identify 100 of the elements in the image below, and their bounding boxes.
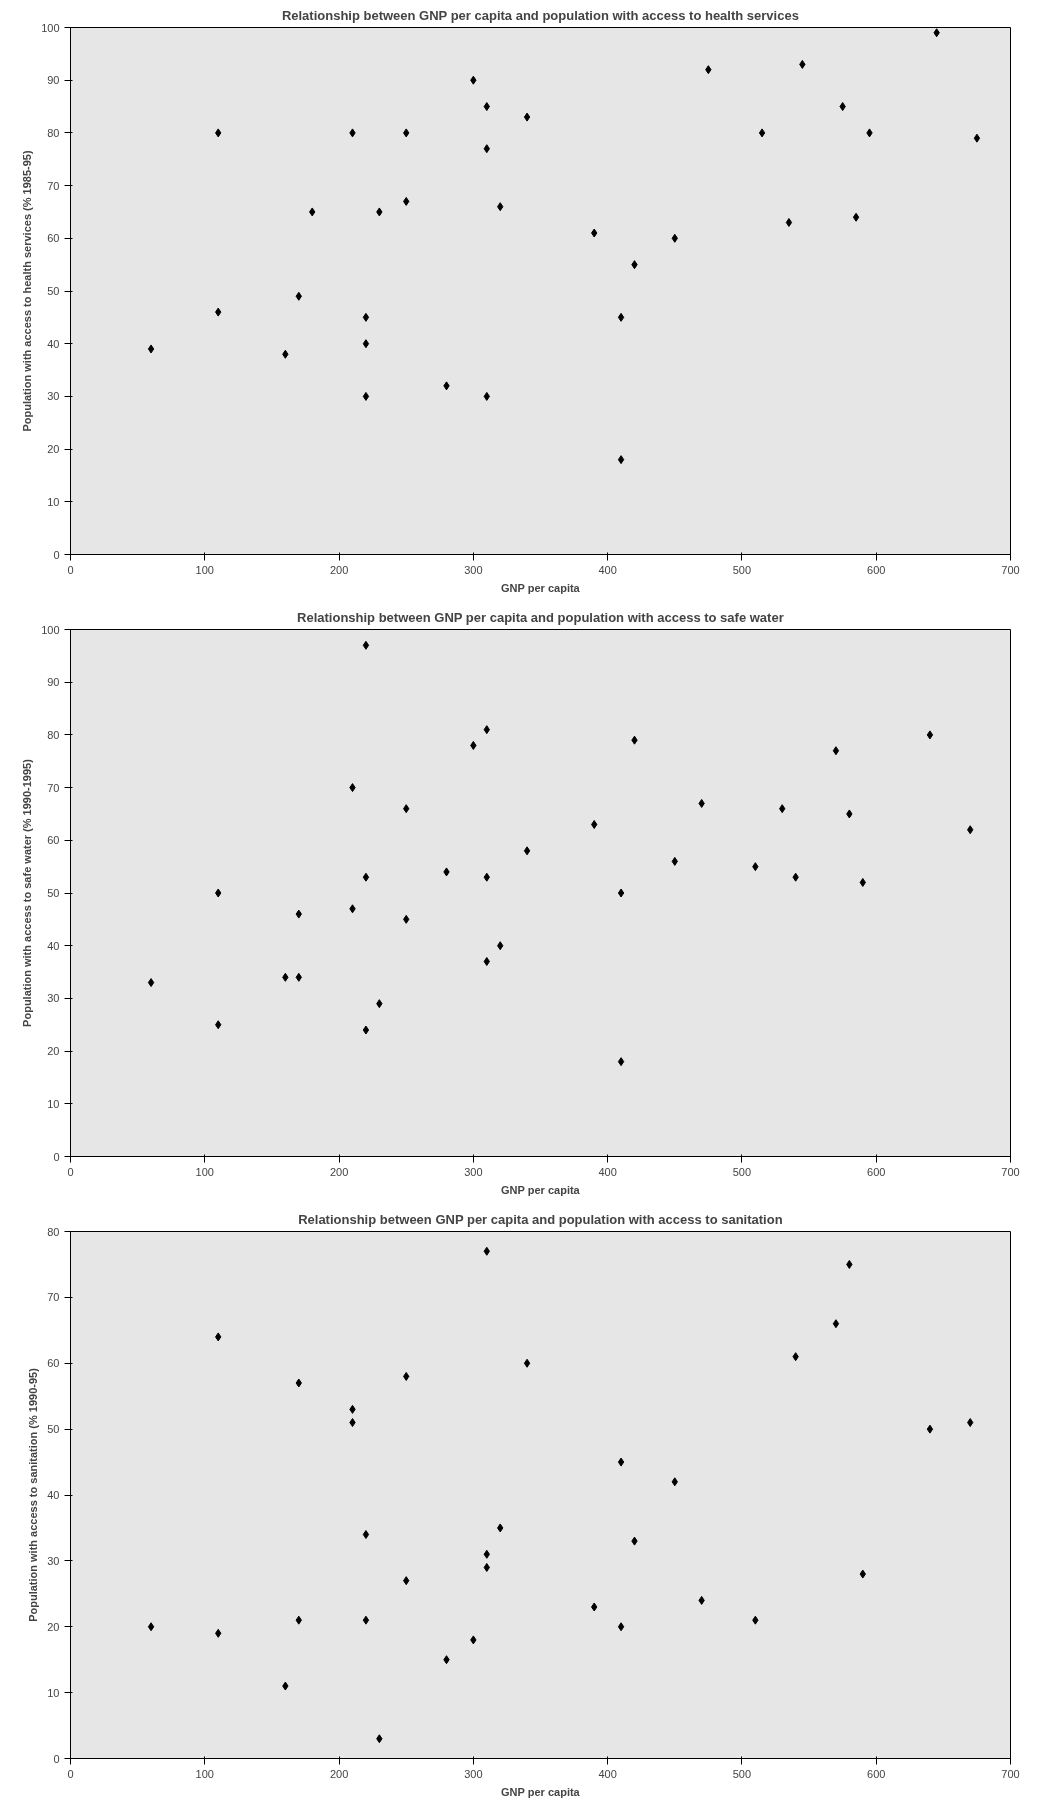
x-tick-label: 0 <box>67 1165 74 1178</box>
point <box>483 725 490 735</box>
y-tick-label: 100 <box>41 623 60 636</box>
point <box>362 1615 370 1625</box>
point <box>859 877 866 887</box>
point <box>671 856 678 866</box>
point <box>926 730 934 740</box>
y-tick-label: 80 <box>47 126 60 139</box>
point <box>779 804 786 814</box>
point <box>443 867 450 877</box>
x-tick-label: 200 <box>329 1165 349 1178</box>
point <box>758 128 766 138</box>
x-tick-label: 100 <box>195 1767 214 1780</box>
point <box>631 1536 638 1546</box>
point <box>832 1319 840 1329</box>
point <box>403 1371 410 1381</box>
point <box>470 75 477 85</box>
point <box>799 59 806 69</box>
y-tick-label: 60 <box>47 232 60 245</box>
point <box>282 1681 289 1691</box>
point <box>147 344 155 354</box>
chart-title: Relationship between GNP per capita and population with access to sanitation <box>298 1211 783 1227</box>
point <box>309 207 316 217</box>
point <box>752 862 759 872</box>
point <box>967 825 974 835</box>
point <box>362 312 370 322</box>
point <box>376 999 383 1009</box>
point <box>617 455 625 465</box>
x-tick-label: 200 <box>329 1767 349 1780</box>
y-tick-label: 80 <box>47 1225 60 1238</box>
y-tick-label: 70 <box>47 179 60 192</box>
y-axis-title: Population with access to safe water (% 1990-1995) <box>21 758 34 1027</box>
point <box>483 102 490 112</box>
y-tick-label: 70 <box>47 781 60 794</box>
point <box>215 307 222 317</box>
x-tick-label: 0 <box>67 563 74 576</box>
point <box>295 1378 302 1388</box>
point <box>497 202 504 212</box>
point <box>832 746 840 756</box>
y-tick-label: 40 <box>47 337 60 350</box>
x-tick-label: 700 <box>1001 563 1020 576</box>
point <box>362 1530 370 1540</box>
point <box>852 212 860 222</box>
point <box>349 904 356 914</box>
point <box>523 112 531 122</box>
x-tick-label: 400 <box>598 1767 617 1780</box>
point <box>349 128 356 138</box>
point <box>523 1358 531 1368</box>
point <box>443 1655 450 1665</box>
y-tick-label: 0 <box>53 548 60 561</box>
point <box>443 381 450 391</box>
x-tick-label: 100 <box>195 1165 214 1178</box>
y-tick-label: 30 <box>47 992 60 1005</box>
point <box>671 1477 678 1487</box>
y-tick-label: 30 <box>47 1554 60 1567</box>
x-tick-label: 500 <box>732 563 752 576</box>
y-tick-label: 10 <box>47 1686 60 1699</box>
point <box>147 1622 155 1632</box>
y-tick-label: 50 <box>47 285 60 297</box>
point <box>705 65 712 75</box>
point <box>147 978 155 988</box>
chart-title: Relationship between GNP per capita and population with access to safe water <box>297 609 784 625</box>
point <box>376 1734 383 1744</box>
point <box>591 819 598 829</box>
point <box>215 888 222 898</box>
point <box>792 872 799 882</box>
point <box>846 1259 853 1269</box>
point <box>483 1562 490 1572</box>
point <box>698 1595 705 1605</box>
y-tick-label: 20 <box>47 1045 60 1058</box>
x-tick-label: 200 <box>329 563 349 576</box>
point <box>846 809 853 819</box>
x-tick-label: 400 <box>598 1165 617 1178</box>
point <box>349 783 356 793</box>
point <box>617 312 625 322</box>
point <box>349 1404 356 1414</box>
point <box>973 133 981 143</box>
point <box>295 1615 302 1625</box>
point <box>839 102 846 112</box>
chart-title: Relationship between GNP per capita and population with access to health services <box>281 7 799 23</box>
x-tick-label: 300 <box>464 1767 483 1780</box>
x-tick-label: 600 <box>867 1165 886 1178</box>
point <box>483 391 490 401</box>
point <box>349 1418 356 1428</box>
point <box>792 1352 799 1362</box>
point <box>215 1628 222 1638</box>
point <box>483 1246 490 1256</box>
point <box>362 1025 370 1035</box>
x-tick-label: 400 <box>598 563 617 576</box>
point <box>483 144 490 154</box>
x-tick-label: 500 <box>732 1767 752 1780</box>
point <box>967 1418 974 1428</box>
point <box>617 1622 625 1632</box>
point <box>617 1457 625 1467</box>
y-tick-label: 90 <box>47 676 60 689</box>
y-tick-label: 30 <box>47 390 60 403</box>
point <box>362 872 370 882</box>
point <box>483 957 490 967</box>
x-tick-label: 0 <box>67 1767 74 1780</box>
point <box>483 872 490 882</box>
